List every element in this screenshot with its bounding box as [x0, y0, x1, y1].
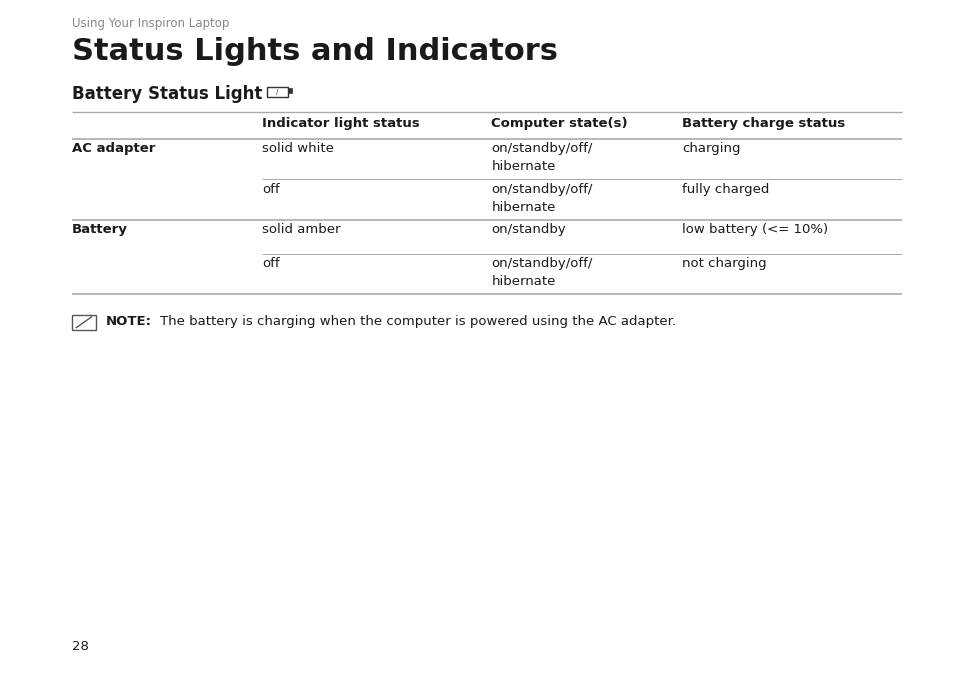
Text: on/standby: on/standby — [491, 223, 565, 236]
Text: not charging: not charging — [681, 257, 766, 270]
Text: Indicator light status: Indicator light status — [262, 117, 419, 130]
Bar — [267, 87, 288, 97]
Text: on/standby/off/
hibernate: on/standby/off/ hibernate — [491, 183, 592, 214]
Text: AC adapter: AC adapter — [71, 142, 154, 155]
Text: off: off — [262, 257, 279, 270]
Text: low battery (<= 10%): low battery (<= 10%) — [681, 223, 827, 236]
Text: on/standby/off/
hibernate: on/standby/off/ hibernate — [491, 257, 592, 288]
Bar — [288, 88, 292, 93]
Text: /: / — [276, 89, 278, 95]
Text: Status Lights and Indicators: Status Lights and Indicators — [71, 37, 557, 66]
Text: Computer state(s): Computer state(s) — [491, 117, 627, 130]
Text: Battery: Battery — [71, 223, 128, 236]
Text: Using Your Inspiron Laptop: Using Your Inspiron Laptop — [71, 17, 229, 30]
Text: Battery Status Light: Battery Status Light — [71, 85, 262, 103]
Text: solid amber: solid amber — [262, 223, 340, 236]
Text: Battery charge status: Battery charge status — [681, 117, 844, 130]
Text: on/standby/off/
hibernate: on/standby/off/ hibernate — [491, 142, 592, 173]
Text: charging: charging — [681, 142, 740, 155]
Text: solid white: solid white — [262, 142, 334, 155]
Text: off: off — [262, 183, 279, 196]
Bar — [71, 315, 96, 330]
Text: 28: 28 — [71, 640, 89, 653]
Text: The battery is charging when the computer is powered using the AC adapter.: The battery is charging when the compute… — [160, 315, 676, 328]
Text: NOTE:: NOTE: — [106, 315, 152, 328]
Text: fully charged: fully charged — [681, 183, 769, 196]
